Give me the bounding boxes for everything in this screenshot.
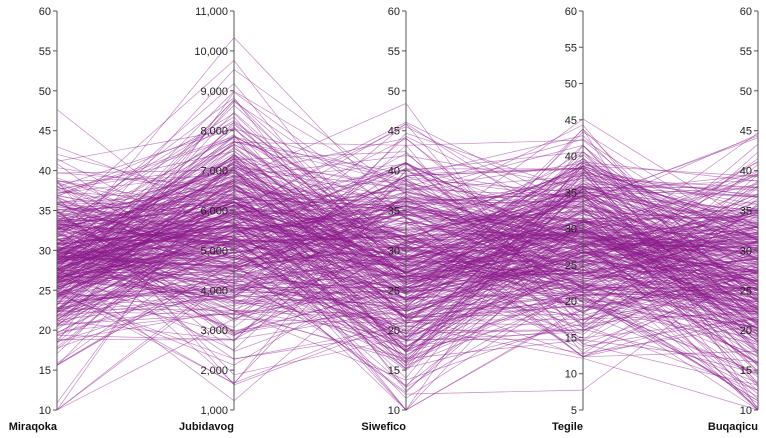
axes: 10 15 20 25 30 35 40 45 50 55 60 Miraqoka 1,000 2,000…	[9, 6, 759, 433]
tick-label: 40	[39, 166, 51, 178]
tick-label: 55	[39, 46, 51, 58]
tick-label: 55	[565, 42, 577, 54]
tick-label: 35	[39, 206, 51, 218]
tick-label: 30	[388, 245, 400, 257]
tick-label: 30	[39, 245, 51, 257]
tick-label: 7,000	[200, 166, 228, 178]
tick-label: 45	[388, 126, 400, 138]
tick-label: 20	[565, 296, 577, 308]
tick-label: 35	[388, 206, 400, 218]
axis-miraqoka: 10 15 20 25 30 35 40 45 50 55 60 Miraqoka	[9, 6, 58, 433]
tick-label: 25	[39, 285, 51, 297]
tick-label: 45	[740, 126, 752, 138]
tick-label: 15	[388, 365, 400, 377]
tick-label: 10	[388, 405, 400, 417]
tick-label: 55	[388, 46, 400, 58]
tick-label: 10,000	[194, 46, 228, 58]
tick-label: 9,000	[200, 86, 228, 98]
tick-label: 6,000	[200, 206, 228, 218]
axis-tegile: 5 10 15 20 25 30 35 40 45 50 55 60 Tegile	[552, 6, 584, 433]
tick-label: 11,000	[195, 6, 228, 18]
tick-label: 40	[740, 166, 752, 178]
tick-label: 4,000	[200, 285, 228, 297]
tick-label: 55	[740, 46, 752, 58]
tick-label: 15	[39, 365, 51, 377]
tick-label: 15	[740, 365, 752, 377]
tick-label: 60	[740, 6, 752, 18]
tick-label: 5,000	[200, 245, 228, 257]
tick-label: 25	[740, 285, 752, 297]
tick-label: 20	[388, 325, 400, 337]
tick-label: 20	[39, 325, 51, 337]
axis-buqaqicu: 10 15 20 25 30 35 40 45 50 55 60 Buqaqicu	[708, 6, 759, 433]
tick-label: 3,000	[200, 325, 228, 337]
axis-name: Miraqoka	[9, 421, 58, 433]
tick-label: 40	[388, 166, 400, 178]
tick-label: 35	[565, 187, 577, 199]
axis-name: Tegile	[552, 421, 583, 433]
tick-label: 5	[571, 405, 577, 417]
tick-label: 45	[39, 126, 51, 138]
tick-label: 1,000	[200, 405, 228, 417]
axis-siwefico: 10 15 20 25 30 35 40 45 50 55 60 Siwefico	[361, 6, 407, 433]
tick-label: 45	[565, 115, 577, 127]
tick-label: 60	[39, 6, 51, 18]
tick-label: 10	[39, 405, 51, 417]
tick-label: 30	[565, 224, 577, 236]
tick-label: 50	[565, 79, 577, 91]
tick-label: 2,000	[200, 365, 228, 377]
tick-label: 15	[565, 332, 577, 344]
tick-label: 40	[565, 151, 577, 163]
tick-label: 60	[388, 6, 400, 18]
tick-label: 10	[565, 369, 577, 381]
tick-label: 25	[565, 260, 577, 272]
tick-label: 35	[740, 206, 752, 218]
tick-label: 20	[740, 325, 752, 337]
axis-name: Siwefico	[361, 421, 406, 433]
tick-label: 50	[388, 86, 400, 98]
axis-name: Jubidavog	[179, 421, 234, 433]
data-lines	[56, 36, 759, 411]
tick-label: 10	[740, 405, 752, 417]
axis-name: Buqaqicu	[708, 421, 758, 433]
tick-label: 50	[39, 86, 51, 98]
tick-label: 50	[740, 86, 752, 98]
tick-label: 8,000	[200, 126, 228, 138]
axis-jubidavog: 1,000 2,000 3,000 4,000 5,000 6,000 7,000 8,000…	[179, 6, 235, 433]
tick-label: 60	[565, 6, 577, 18]
tick-label: 30	[740, 245, 752, 257]
tick-label: 25	[388, 285, 400, 297]
